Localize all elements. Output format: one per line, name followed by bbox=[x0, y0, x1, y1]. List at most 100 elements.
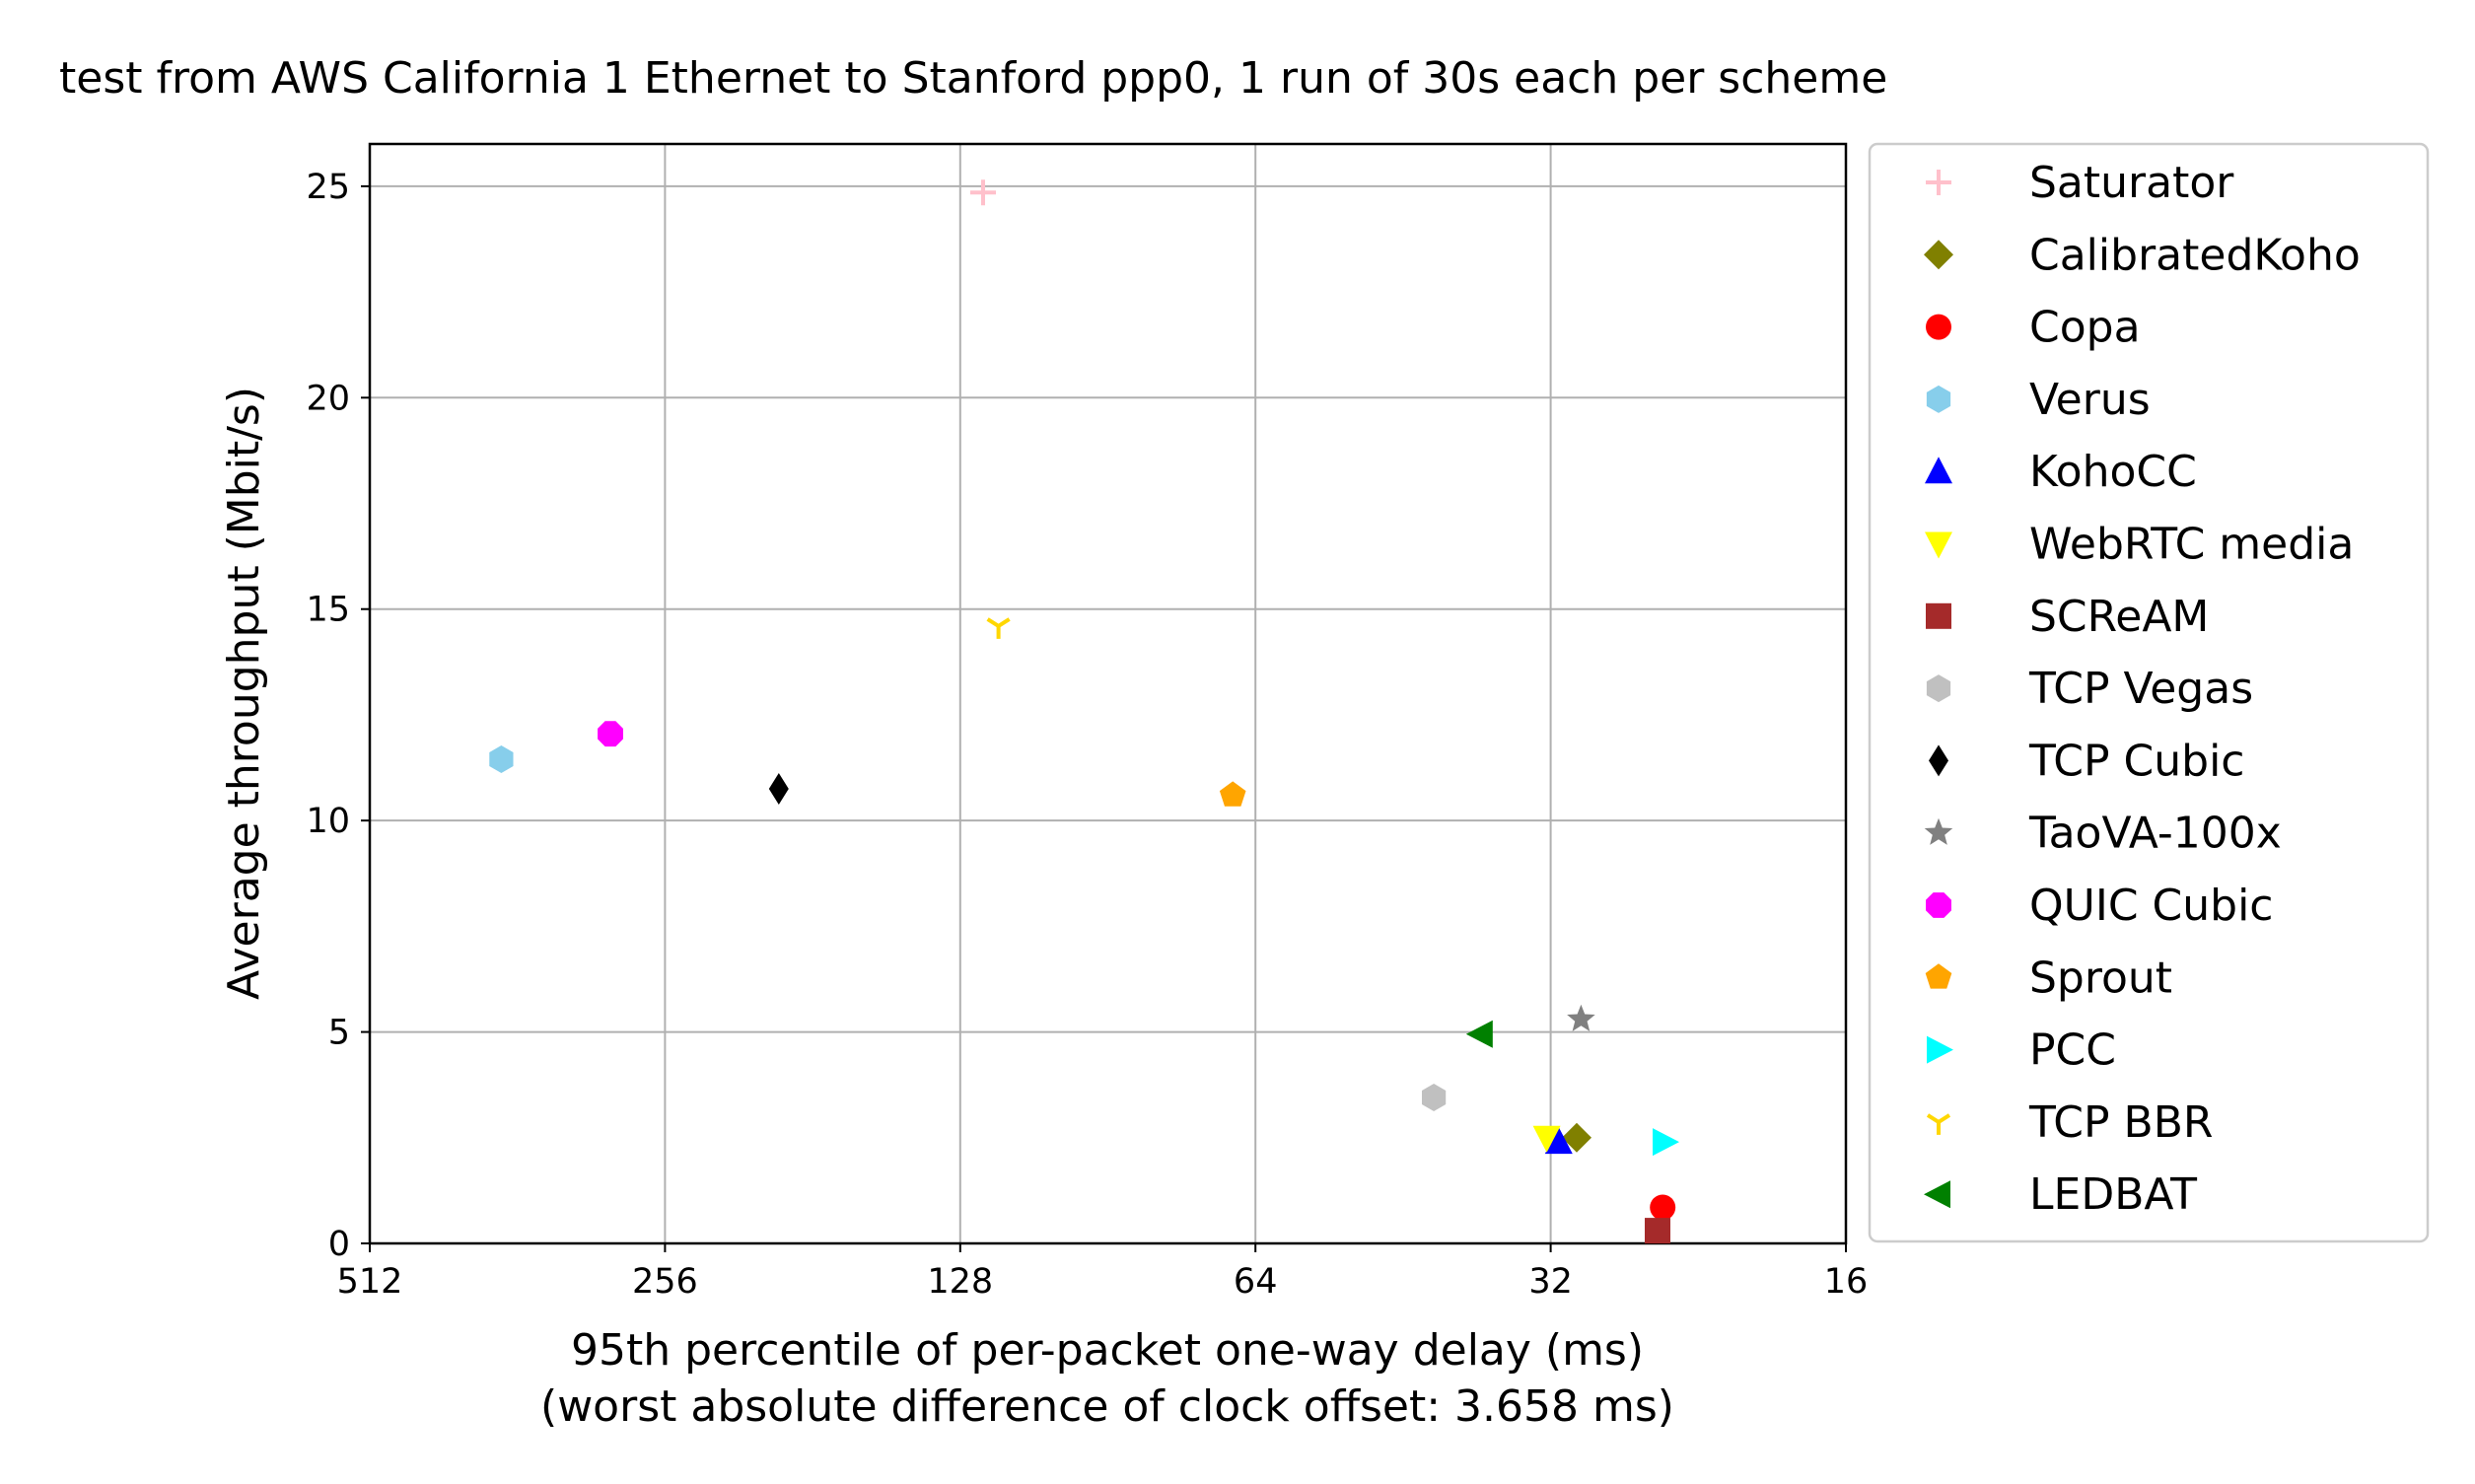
legend-label: Verus bbox=[2029, 375, 2151, 425]
octagon-mark bbox=[598, 721, 623, 747]
triangle-up-mark bbox=[1925, 457, 1952, 484]
chart-title: test from AWS California 1 Ethernet to S… bbox=[59, 53, 1887, 104]
legend-item-pcc: PCC bbox=[1927, 1025, 2116, 1076]
star-mark bbox=[1924, 817, 1953, 845]
legend-item-tcp-vegas: TCP Vegas bbox=[1926, 664, 2253, 714]
triangle-up-mark bbox=[1544, 1127, 1573, 1155]
triangle-left-mark bbox=[1924, 1180, 1950, 1209]
y-tick-label: 5 bbox=[328, 1014, 350, 1053]
legend-item-quic-cubic: QUIC Cubic bbox=[1926, 881, 2273, 931]
circle-mark bbox=[1926, 314, 1951, 340]
legend-item-webrtc-media: WebRTC media bbox=[1925, 520, 2354, 570]
y-axis-label: Average throughput (Mbit/s) bbox=[219, 387, 269, 1000]
legend-label: LEDBAT bbox=[2029, 1169, 2197, 1220]
star-mark bbox=[1567, 1004, 1595, 1031]
legend-marker bbox=[1926, 674, 1951, 703]
legend-marker bbox=[1924, 817, 1953, 845]
y-tick-label: 0 bbox=[328, 1225, 350, 1264]
legend-marker bbox=[1926, 314, 1951, 340]
legend-marker bbox=[1925, 457, 1952, 484]
point-taova-100x bbox=[1567, 1004, 1595, 1031]
legend-marker bbox=[1925, 531, 1952, 559]
triangle-right-mark bbox=[1927, 1035, 1953, 1064]
plus-mark bbox=[970, 179, 996, 206]
circle-mark bbox=[1650, 1194, 1676, 1221]
pentagon-mark bbox=[1219, 781, 1246, 807]
hexagon-mark bbox=[489, 745, 514, 773]
legend-label: Copa bbox=[2029, 303, 2141, 353]
tri-down-mark bbox=[986, 617, 1011, 639]
thin-diamond-mark bbox=[768, 773, 789, 805]
x-axis-label: 95th percentile of per-packet one-way de… bbox=[571, 1325, 1644, 1376]
triangle-right-mark bbox=[1653, 1128, 1679, 1157]
legend-item-kohocc: KohoCC bbox=[1925, 447, 2197, 497]
legend-item-saturator: Saturator bbox=[1926, 158, 2234, 208]
point-copa bbox=[1650, 1194, 1676, 1221]
plot-frame bbox=[368, 142, 1848, 1245]
square-mark bbox=[1645, 1218, 1670, 1244]
octagon-mark bbox=[1926, 892, 1951, 918]
x-tick-label: 16 bbox=[1824, 1262, 1869, 1302]
point-tcp-cubic bbox=[768, 773, 789, 805]
point-quic-cubic bbox=[598, 721, 623, 747]
y-tick-label: 15 bbox=[306, 591, 350, 630]
legend: Saturator CalibratedKoho Copa Verus KohoCC We… bbox=[1868, 142, 2430, 1243]
legend-item-tcp-bbr: TCP BBR bbox=[1926, 1097, 2213, 1148]
pentagon-mark bbox=[1925, 963, 1952, 989]
x-tick-label: 64 bbox=[1234, 1262, 1278, 1302]
hexagon-mark bbox=[1421, 1084, 1447, 1111]
thin-diamond-mark bbox=[1929, 744, 1948, 777]
x-tick-label: 512 bbox=[337, 1262, 403, 1302]
legend-label: SCReAM bbox=[2029, 592, 2209, 642]
point-sprout bbox=[1219, 781, 1246, 807]
legend-marker bbox=[1926, 385, 1951, 413]
legend-label: TCP BBR bbox=[2028, 1097, 2213, 1148]
x-tick-label: 32 bbox=[1528, 1262, 1573, 1302]
diamond-mark bbox=[1562, 1122, 1591, 1153]
legend-label: Saturator bbox=[2029, 158, 2234, 208]
legend-label: PCC bbox=[2029, 1025, 2116, 1076]
y-tick-label: 25 bbox=[306, 168, 350, 207]
legend-label: TCP Cubic bbox=[2028, 736, 2245, 786]
x-tick-label: 256 bbox=[632, 1262, 698, 1302]
legend-label: TaoVA-100x bbox=[2028, 809, 2282, 859]
legend-marker bbox=[1927, 1035, 1953, 1064]
point-webrtc-media bbox=[1532, 1125, 1561, 1153]
legend-label: CalibratedKoho bbox=[2029, 230, 2361, 280]
plus-mark bbox=[1926, 170, 1951, 195]
y-tick-label: 20 bbox=[306, 379, 350, 418]
data-points bbox=[489, 179, 1679, 1244]
point-scream bbox=[1645, 1218, 1670, 1244]
point-kohocc bbox=[1544, 1127, 1573, 1155]
legend-item-scream: SCReAM bbox=[1926, 592, 2209, 642]
legend-item-taova-100x: TaoVA-100x bbox=[1924, 809, 2282, 859]
point-saturator bbox=[970, 179, 996, 206]
axis-ticks: 512 256 128 64 32 16 0 5 10 15 20 25 bbox=[306, 168, 1868, 1302]
legend-item-verus: Verus bbox=[1926, 375, 2151, 425]
hexagon-mark bbox=[1926, 385, 1951, 413]
point-pcc bbox=[1653, 1128, 1679, 1157]
y-tick-label: 10 bbox=[306, 802, 350, 841]
legend-item-copa: Copa bbox=[1926, 303, 2141, 353]
legend-marker bbox=[1926, 892, 1951, 918]
legend-box bbox=[1868, 142, 2430, 1243]
legend-label: QUIC Cubic bbox=[2029, 881, 2273, 931]
point-calibratedkoho bbox=[1562, 1122, 1591, 1153]
legend-item-calibratedkoho: CalibratedKoho bbox=[1924, 230, 2361, 280]
legend-item-ledbat: LEDBAT bbox=[1924, 1169, 2197, 1220]
point-tcp-bbr bbox=[986, 617, 1011, 639]
grid-lines bbox=[369, 144, 1847, 1244]
triangle-down-mark bbox=[1532, 1125, 1561, 1153]
square-mark bbox=[1926, 602, 1951, 629]
legend-marker bbox=[1926, 602, 1951, 629]
diamond-mark bbox=[1924, 240, 1953, 270]
triangle-down-mark bbox=[1925, 531, 1952, 559]
legend-item-tcp-cubic: TCP Cubic bbox=[1929, 736, 2245, 786]
hexagon-mark bbox=[1926, 674, 1951, 703]
x-tick-label: 128 bbox=[927, 1262, 993, 1302]
legend-marker bbox=[1929, 744, 1948, 777]
legend-label: TCP Vegas bbox=[2028, 664, 2253, 714]
legend-marker bbox=[1926, 1113, 1951, 1135]
